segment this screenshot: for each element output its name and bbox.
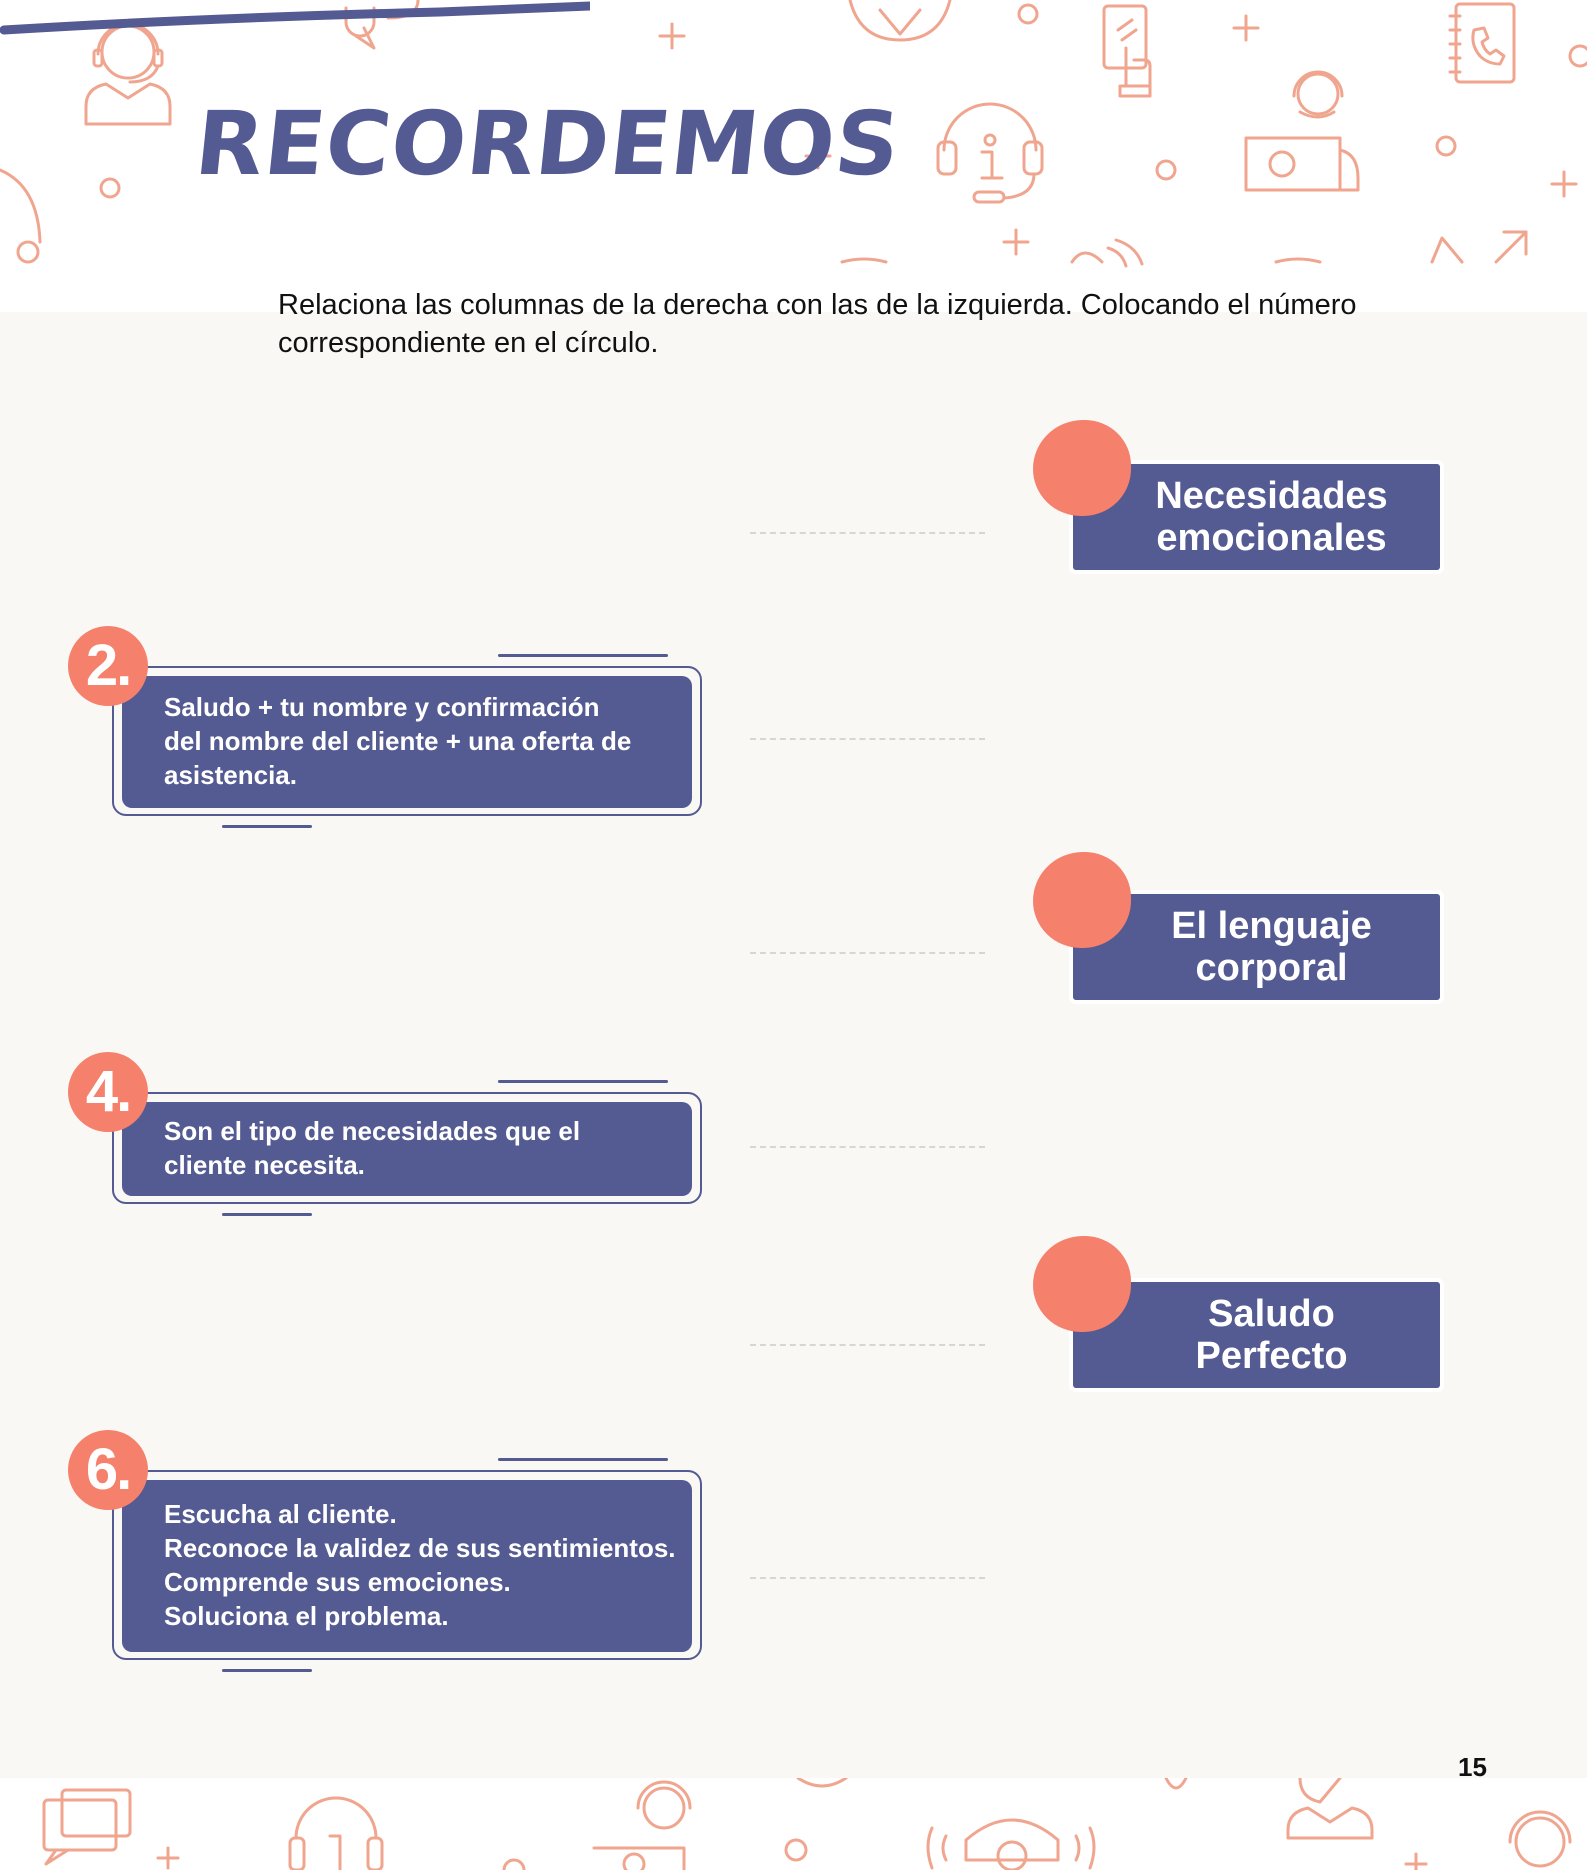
plus-icon [156, 1846, 180, 1870]
bell-icon [1430, 236, 1464, 264]
arrow-icon [1494, 230, 1528, 264]
right-item-box: El lenguaje corporal [1073, 894, 1440, 1000]
page-number: 15 [1458, 1752, 1487, 1782]
connector-line [750, 1146, 985, 1148]
connector-line [750, 738, 985, 740]
answer-circle[interactable] [1033, 1236, 1131, 1332]
connector-line [750, 532, 985, 534]
title-underline-stroke [0, 1, 590, 35]
left-item-box: Saludo + tu nombre y confirmación del no… [112, 654, 702, 828]
plus-icon [1404, 1852, 1428, 1870]
footer-icon-pattern [42, 1778, 1572, 1870]
connector-line [750, 952, 985, 954]
plus-icon [658, 14, 1578, 256]
globe-icon [848, 0, 952, 42]
right-item-label: Necesidades emocionales [1155, 475, 1388, 559]
left-item-box: Escucha al cliente. Reconoce la validez … [112, 1458, 702, 1672]
circle-icon [1568, 44, 1587, 68]
info-headset-icon [936, 102, 1044, 204]
info-headset-icon [288, 1796, 384, 1870]
answer-circle[interactable] [1033, 852, 1131, 948]
header-band: RECORDEMOS [0, 0, 1587, 312]
circle-icon [99, 3, 1457, 199]
right-item-label: El lenguaje corporal [1171, 905, 1372, 989]
headset-agent-icon [1508, 1810, 1572, 1868]
footer-band [0, 1778, 1587, 1870]
instruction-text: Relaciona las columnas de la derecha con… [278, 289, 1357, 359]
laptop-agent-icon [1244, 70, 1360, 192]
cup-icon [796, 1778, 848, 1788]
touch-phone-icon [1102, 4, 1152, 98]
headset-agent-icon [1286, 1778, 1374, 1840]
laptop-agent-icon [592, 1780, 692, 1870]
telephone-icon [926, 1818, 1096, 1870]
left-item-box: Son el tipo de necesidades que el client… [112, 1080, 702, 1216]
left-item-text: Saludo + tu nombre y confirmación del no… [164, 692, 632, 790]
address-book-icon [1448, 2, 1516, 84]
left-item-text: Son el tipo de necesidades que el client… [164, 1116, 581, 1180]
contact-icon [0, 168, 42, 244]
page-title: RECORDEMOS [190, 92, 906, 195]
item-number-badge: 4. [68, 1052, 148, 1132]
header-icon-pattern [0, 0, 1587, 268]
answer-circle[interactable] [1033, 420, 1131, 516]
arrow-icon [1164, 1778, 1188, 1790]
circle-icon [502, 1858, 526, 1870]
left-item-text: Escucha al cliente. Reconoce la validez … [164, 1499, 676, 1631]
connector-line [750, 1577, 985, 1579]
right-item-label: Saludo Perfecto [1195, 1293, 1348, 1377]
right-item-box: Necesidades emocionales [1073, 464, 1440, 570]
item-number-badge: 6. [68, 1430, 148, 1510]
connector-line [750, 1344, 985, 1346]
right-item-box: Saludo Perfecto [1073, 1282, 1440, 1388]
item-number-badge: 2. [68, 626, 148, 706]
circle-icon [784, 1838, 808, 1862]
speech-bubbles-icon [42, 1788, 132, 1866]
